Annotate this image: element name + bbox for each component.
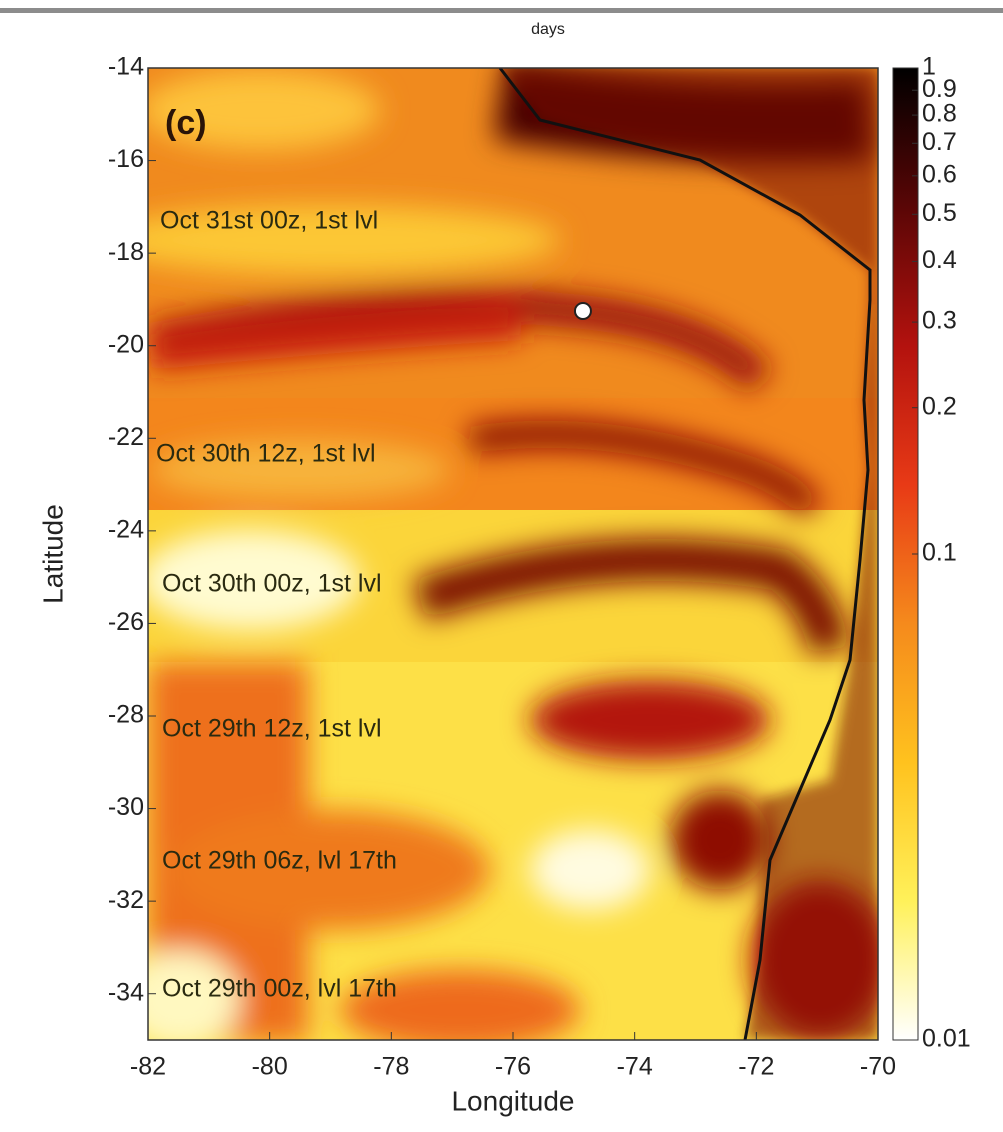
x-tick-label: -78 <box>373 1053 409 1081</box>
origin-point <box>573 302 592 320</box>
colorbar-tick-label: 0.3 <box>922 307 957 335</box>
y-tick-label: -14 <box>108 53 144 81</box>
top-rule <box>0 8 1003 13</box>
colorbar-tick-label: 1 <box>922 53 936 81</box>
heat-field <box>148 68 878 1040</box>
band-label: Oct 30th 00z, 1st lvl <box>162 570 382 598</box>
colorbar-tick-label: 0.9 <box>922 75 957 103</box>
band-label: Oct 29th 06z, lvl 17th <box>162 847 397 875</box>
x-tick-label: -80 <box>252 1053 288 1081</box>
band-label: Oct 29th 00z, lvl 17th <box>162 975 397 1003</box>
x-tick-label: -76 <box>495 1053 531 1081</box>
colorbar-tick-label: 0.4 <box>922 246 957 274</box>
colorbar-tick-label: 0.2 <box>922 392 957 420</box>
y-tick-label: -24 <box>108 515 144 543</box>
y-tick-label: -26 <box>108 608 144 636</box>
colorbar-tick-label: 0.01 <box>922 1025 971 1053</box>
colorbar-tick-label: 0.7 <box>922 128 957 156</box>
band-label: Oct 29th 12z, 1st lvl <box>162 715 382 743</box>
y-tick-label: -34 <box>108 978 144 1006</box>
x-tick-label: -74 <box>617 1053 653 1081</box>
y-tick-label: -28 <box>108 701 144 729</box>
y-tick-label: -22 <box>108 423 144 451</box>
y-tick-label: -20 <box>108 330 144 358</box>
band-label: Oct 30th 12z, 1st lvl <box>156 440 376 468</box>
x-tick-label: -70 <box>860 1053 896 1081</box>
band-label: Oct 31st 00z, 1st lvl <box>160 207 378 235</box>
x-axis-label: Longitude <box>451 1085 574 1116</box>
colorbar-tick-label: 0.6 <box>922 160 957 188</box>
y-axis-label: Latitude <box>37 504 68 604</box>
y-tick-label: -32 <box>108 886 144 914</box>
y-tick-label: -16 <box>108 145 144 173</box>
colorbar-tick-label: 0.8 <box>922 100 957 128</box>
colorbar-tick-label: 0.5 <box>922 199 957 227</box>
x-tick-label: -82 <box>130 1053 166 1081</box>
colorbar-tick-label: 0.1 <box>922 539 957 567</box>
y-tick-label: -18 <box>108 238 144 266</box>
y-tick-label: -30 <box>108 793 144 821</box>
x-tick-label: -72 <box>738 1053 774 1081</box>
panel-label: (c) <box>165 104 207 142</box>
colorbar-label: days <box>531 21 565 38</box>
